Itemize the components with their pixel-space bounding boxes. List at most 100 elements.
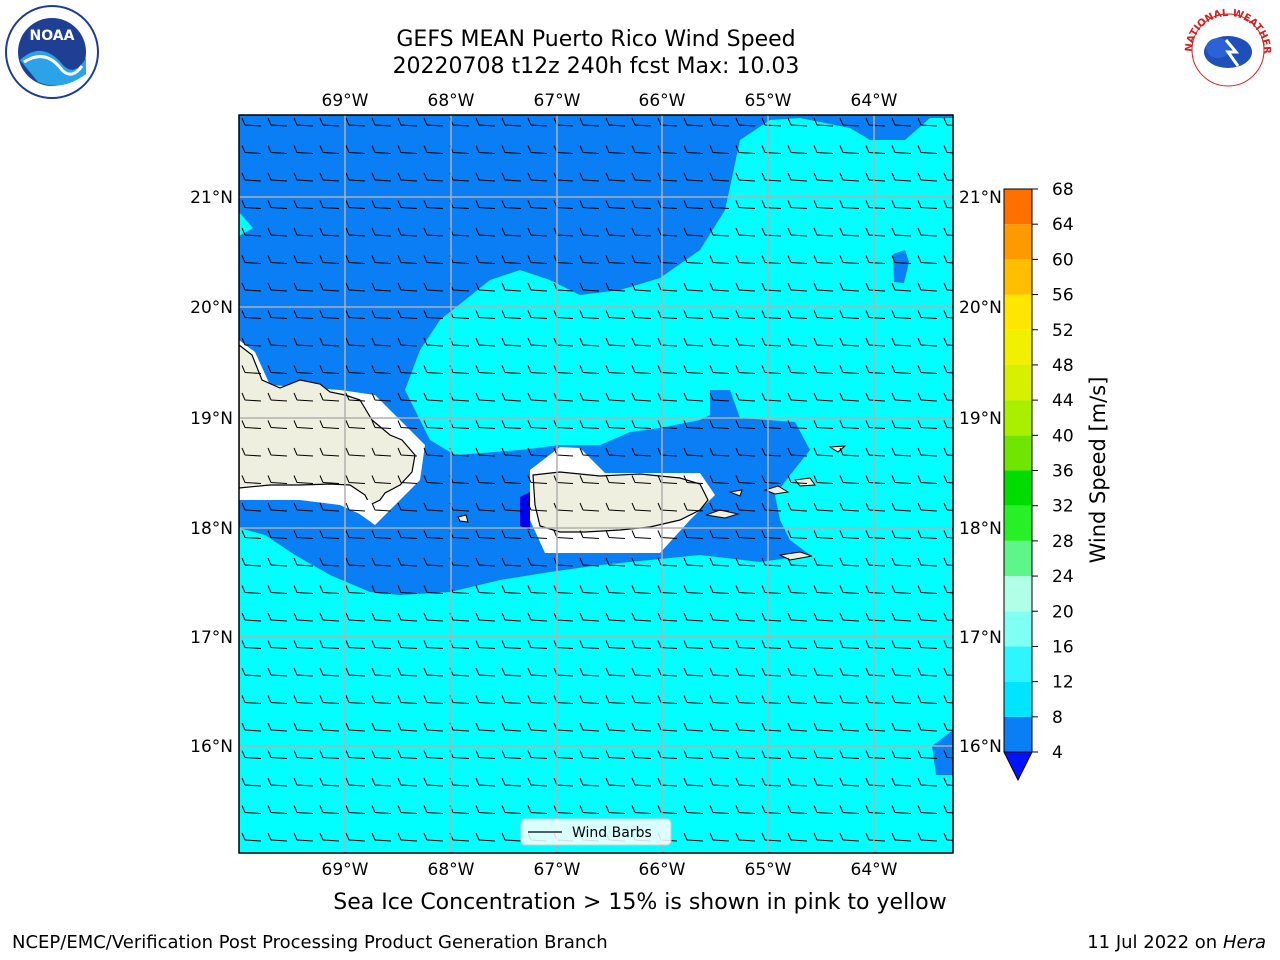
wind-barb <box>605 227 626 237</box>
wind-barb <box>293 475 314 484</box>
wind-barb <box>371 832 392 842</box>
wind-barb <box>631 420 652 429</box>
wind-barb <box>631 475 652 484</box>
lat-label-left: 20°N <box>190 298 233 318</box>
wind-barb <box>891 337 912 347</box>
wind-barb <box>709 557 730 567</box>
wind-barb <box>839 420 860 429</box>
wind-barb <box>709 392 730 402</box>
wind-barb <box>475 475 496 484</box>
wind-barb <box>735 722 756 732</box>
wind-barb <box>423 447 444 457</box>
wind-barb <box>657 310 678 319</box>
wind-barb <box>787 200 808 209</box>
wind-barb <box>501 805 522 814</box>
wind-barb <box>241 475 262 484</box>
wind-barb <box>475 530 496 539</box>
wind-barb <box>579 420 600 429</box>
wind-barb <box>241 200 262 209</box>
wind-barb <box>943 145 953 154</box>
colorbar-segment <box>1004 294 1032 330</box>
wind-barb <box>787 557 808 567</box>
plot-subtitle: 20220708 t12z 240h fcst Max: 10.03 <box>392 54 800 79</box>
wind-barb <box>527 557 548 567</box>
wind-barb <box>657 282 678 292</box>
wind-barb <box>787 172 808 182</box>
wind-barb <box>397 667 418 677</box>
wind-barb <box>709 530 730 539</box>
wind-barb <box>683 117 704 127</box>
wind-barb <box>839 282 860 292</box>
wind-barb <box>631 722 652 732</box>
wind-barb <box>917 557 938 567</box>
wind-barb <box>527 750 548 759</box>
wind-barb <box>319 420 340 429</box>
wind-barb <box>293 145 314 154</box>
wind-barb <box>943 640 953 649</box>
wind-barb <box>683 145 704 154</box>
wind-barb <box>501 200 522 209</box>
wind-barb <box>579 640 600 649</box>
wind-barb <box>501 365 522 374</box>
wind-barb <box>475 200 496 209</box>
wind-barb <box>813 392 834 402</box>
wind-barb <box>891 750 912 759</box>
wind-barb <box>501 282 522 292</box>
wind-barb <box>709 475 730 484</box>
wind-barb <box>787 805 808 814</box>
wind-barb <box>813 117 834 127</box>
wind-barb <box>475 640 496 649</box>
wind-barb <box>813 750 834 759</box>
wind-barb <box>423 695 444 704</box>
wind-barb <box>527 420 548 429</box>
colorbar-tick-label: 36 <box>1052 462 1074 482</box>
wind-barb <box>397 502 418 512</box>
wind-barb <box>345 502 366 512</box>
wind-barb <box>943 337 953 346</box>
wind-barb <box>501 392 522 402</box>
wind-barb <box>891 805 912 814</box>
wind-barb <box>839 750 860 759</box>
wind-barb <box>787 695 808 704</box>
wind-barb <box>319 832 340 842</box>
lon-label-bottom: 66°W <box>639 860 686 880</box>
wind-barb <box>345 750 366 759</box>
wind-barb <box>267 695 288 704</box>
wind-barb <box>319 392 340 402</box>
wind-barb <box>839 585 860 594</box>
wind-barb <box>397 447 418 457</box>
wind-barb <box>371 200 392 209</box>
wind-barb <box>579 585 600 594</box>
wind-barb <box>267 805 288 814</box>
wind-barb <box>345 722 366 732</box>
wind-barb <box>709 227 730 237</box>
colorbar-segment <box>1004 259 1032 295</box>
wind-barb <box>293 750 314 759</box>
wind-barb <box>423 640 444 649</box>
wind-barb <box>813 777 834 787</box>
wind-barb <box>579 475 600 484</box>
wind-barb <box>813 557 834 567</box>
wind-barb <box>345 365 366 374</box>
wind-barb <box>709 200 730 209</box>
wind-barb <box>241 447 262 457</box>
wind-barb <box>839 227 860 237</box>
wind-barb <box>371 585 392 594</box>
wind-barb <box>241 585 262 594</box>
wind-barb <box>605 200 626 209</box>
wind-barb <box>787 117 808 127</box>
wind-barb <box>397 722 418 732</box>
wind-barb <box>943 530 953 539</box>
wind-barb <box>397 282 418 292</box>
wind-barb <box>579 172 600 182</box>
wind-barb <box>475 667 496 677</box>
land-vieques <box>705 509 740 519</box>
wind-barb <box>241 172 262 182</box>
wind-barb <box>475 420 496 429</box>
wind-barb <box>657 227 678 237</box>
wind-barb <box>605 447 626 457</box>
wind-barb <box>293 667 314 677</box>
wind-barb <box>657 172 678 182</box>
wind-barb <box>267 227 288 237</box>
wind-barb <box>241 530 262 539</box>
